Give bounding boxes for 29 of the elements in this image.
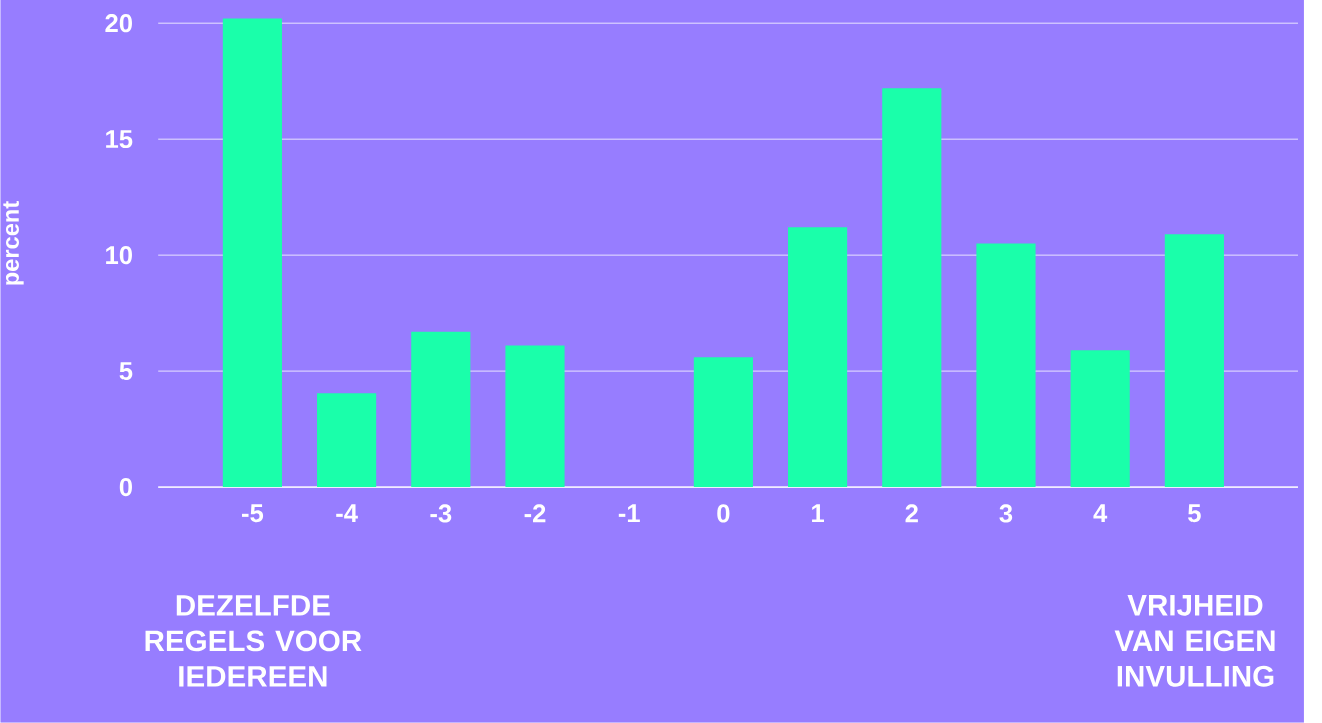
bar — [317, 393, 377, 488]
x-tick-label: 3 — [999, 504, 1013, 523]
bar — [1164, 234, 1224, 488]
x-tick-label: 2 — [905, 504, 918, 523]
x-tick-label: 0 — [717, 504, 730, 523]
bar — [882, 88, 942, 488]
y-tick-label: 20 — [105, 14, 132, 33]
bar — [505, 345, 565, 488]
y-tick-label: 15 — [106, 130, 133, 149]
bar — [976, 243, 1036, 488]
text: DEZELFDE REGELS VOOR IEDEREEN — [145, 595, 362, 687]
x-tick-label: 5 — [1188, 504, 1201, 523]
bar — [411, 331, 471, 488]
x-tick-label: 4 — [1093, 504, 1108, 523]
y-axis-title: percent — [3, 201, 24, 285]
bar — [222, 18, 282, 488]
x-tick-label: -1 — [618, 504, 640, 523]
x-tick-label: 1 — [812, 504, 824, 523]
text: VRIJHEID VAN EIGEN INVULLING — [1114, 595, 1275, 687]
x-tick-label: -3 — [430, 504, 452, 523]
y-tick-label: 10 — [106, 246, 132, 265]
x-tick-label: -2 — [524, 504, 546, 523]
x-tick-label: -5 — [242, 504, 264, 523]
y-tick-label: 0 — [119, 478, 132, 497]
bar — [693, 357, 753, 488]
x-tick-label: -4 — [336, 504, 358, 523]
bar — [788, 227, 848, 488]
bar — [1070, 350, 1130, 488]
y-tick-label: 5 — [119, 362, 133, 381]
